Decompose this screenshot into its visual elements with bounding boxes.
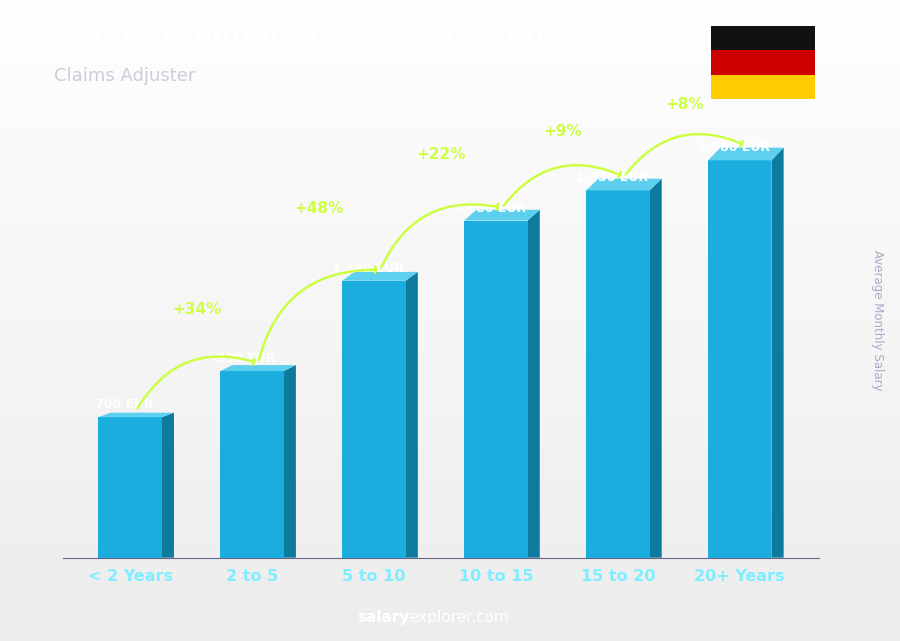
Bar <box>0 449 900 481</box>
Bar <box>0 353 900 385</box>
Text: Salary Comparison By Experience: Salary Comparison By Experience <box>54 22 580 51</box>
Text: 1,980 EUR: 1,980 EUR <box>698 142 770 154</box>
Bar <box>0 96 900 128</box>
Bar <box>0 577 900 609</box>
Polygon shape <box>342 272 418 281</box>
Text: Average Monthly Salary: Average Monthly Salary <box>871 250 884 391</box>
Polygon shape <box>708 147 784 160</box>
Text: 1,830 EUR: 1,830 EUR <box>576 171 648 185</box>
Text: 1,380 EUR: 1,380 EUR <box>332 262 404 275</box>
Polygon shape <box>771 147 784 558</box>
Polygon shape <box>162 413 174 558</box>
Bar <box>711 26 814 50</box>
Bar <box>0 481 900 513</box>
Bar <box>586 190 650 558</box>
Bar <box>0 32 900 64</box>
Bar <box>0 160 900 192</box>
Bar <box>0 256 900 288</box>
Polygon shape <box>527 210 540 558</box>
Bar <box>0 385 900 417</box>
Text: 930 EUR: 930 EUR <box>217 352 275 365</box>
Bar <box>0 417 900 449</box>
Text: +34%: +34% <box>173 302 221 317</box>
Bar <box>0 545 900 577</box>
Bar <box>711 75 814 99</box>
Text: explorer.com: explorer.com <box>410 610 509 625</box>
Polygon shape <box>650 179 662 558</box>
Text: Claims Adjuster: Claims Adjuster <box>54 67 195 85</box>
Bar <box>0 320 900 353</box>
Bar <box>0 128 900 160</box>
Text: +48%: +48% <box>294 201 344 216</box>
Text: 700 EUR: 700 EUR <box>94 398 153 411</box>
Bar <box>0 0 900 32</box>
Bar <box>0 192 900 224</box>
Bar <box>0 609 900 641</box>
Bar <box>0 64 900 96</box>
Polygon shape <box>98 413 174 417</box>
Bar <box>220 371 284 558</box>
Polygon shape <box>220 365 296 371</box>
Text: +9%: +9% <box>544 124 582 138</box>
Text: +8%: +8% <box>666 97 704 112</box>
Polygon shape <box>406 272 418 558</box>
Bar <box>708 160 771 558</box>
Bar <box>464 221 527 558</box>
Bar <box>0 513 900 545</box>
Bar <box>98 417 162 558</box>
Text: +22%: +22% <box>416 147 465 162</box>
Bar <box>342 281 406 558</box>
Polygon shape <box>586 179 662 190</box>
Text: salary: salary <box>357 610 410 625</box>
Text: 1,680 EUR: 1,680 EUR <box>454 201 526 215</box>
Bar <box>0 224 900 256</box>
Polygon shape <box>464 210 540 221</box>
Polygon shape <box>284 365 296 558</box>
Bar <box>0 288 900 320</box>
Bar <box>711 50 814 75</box>
